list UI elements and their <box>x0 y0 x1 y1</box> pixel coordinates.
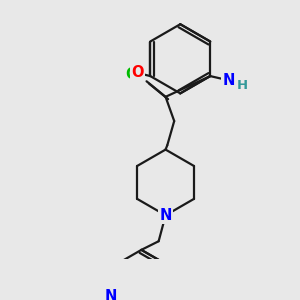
Text: N: N <box>159 208 172 223</box>
Text: N: N <box>222 73 235 88</box>
Text: Cl: Cl <box>125 67 141 82</box>
Text: O: O <box>132 65 144 80</box>
Text: H: H <box>237 79 248 92</box>
Text: N: N <box>105 289 117 300</box>
